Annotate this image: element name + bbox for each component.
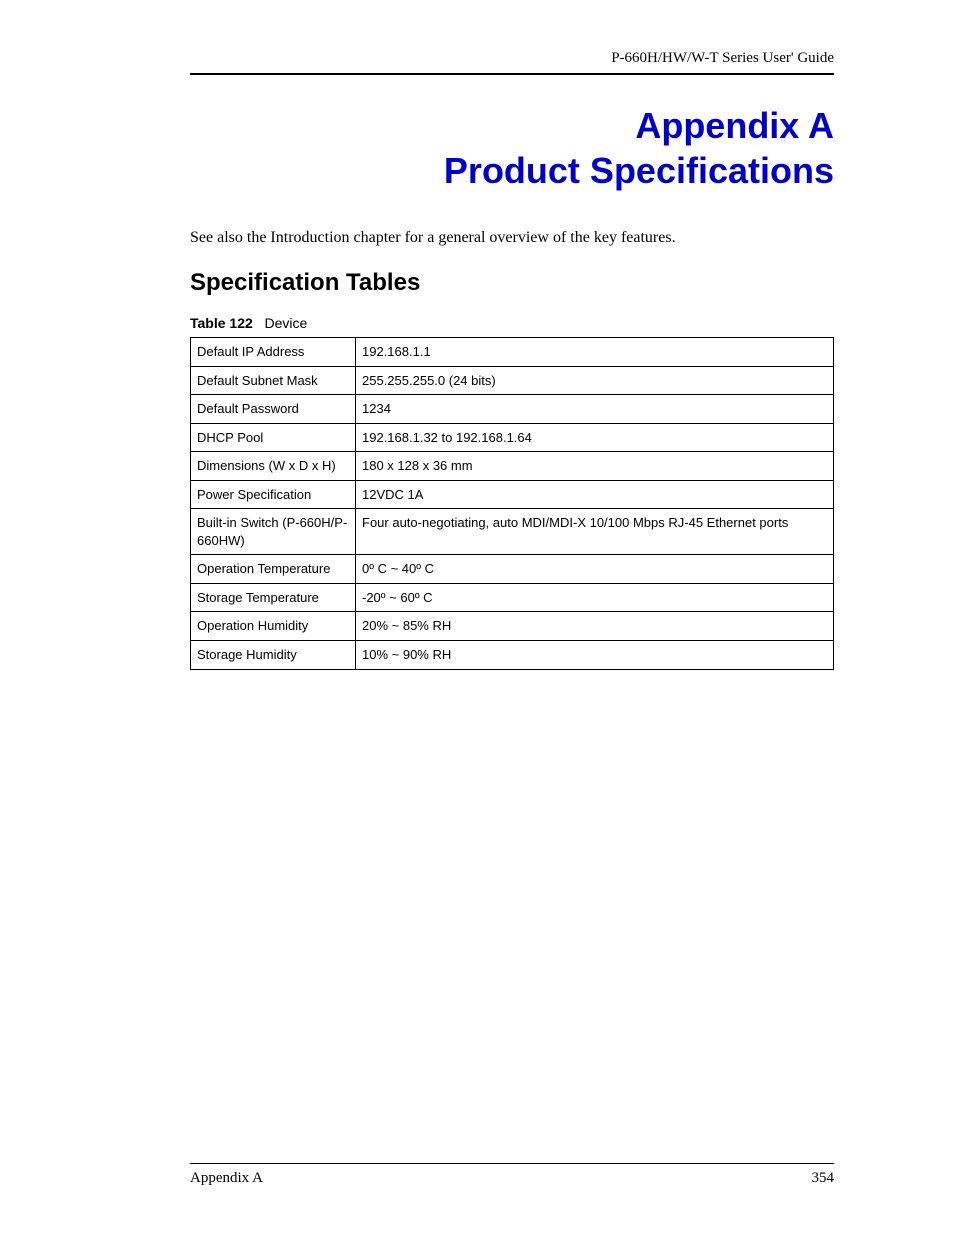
spec-table: Default IP Address 192.168.1.1 Default S… (190, 337, 834, 670)
spec-value: 20% ~ 85% RH (356, 612, 834, 641)
table-row: DHCP Pool 192.168.1.32 to 192.168.1.64 (191, 423, 834, 452)
table-row: Power Specification 12VDC 1A (191, 480, 834, 509)
table-caption-text: Device (264, 315, 307, 331)
spec-label: Operation Humidity (191, 612, 356, 641)
spec-label: Storage Humidity (191, 641, 356, 670)
appendix-title-line1: Appendix A (190, 103, 834, 148)
table-row: Operation Temperature 0º C ~ 40º C (191, 555, 834, 584)
spec-label: Default Password (191, 395, 356, 424)
page-footer: Appendix A 354 (190, 1163, 834, 1235)
spec-table-body: Default IP Address 192.168.1.1 Default S… (191, 338, 834, 670)
footer-right: 354 (812, 1170, 835, 1187)
table-caption: Table 122 Device (190, 315, 834, 331)
spec-label: Dimensions (W x D x H) (191, 452, 356, 481)
table-caption-label: Table 122 (190, 315, 253, 331)
spec-value: 192.168.1.32 to 192.168.1.64 (356, 423, 834, 452)
table-row: Default Password 1234 (191, 395, 834, 424)
spec-value: 12VDC 1A (356, 480, 834, 509)
table-row: Operation Humidity 20% ~ 85% RH (191, 612, 834, 641)
spec-label: Storage Temperature (191, 583, 356, 612)
table-row: Default IP Address 192.168.1.1 (191, 338, 834, 367)
spec-label: Power Specification (191, 480, 356, 509)
spec-label: Default Subnet Mask (191, 366, 356, 395)
spec-value: 255.255.255.0 (24 bits) (356, 366, 834, 395)
table-row: Storage Humidity 10% ~ 90% RH (191, 641, 834, 670)
table-row: Dimensions (W x D x H) 180 x 128 x 36 mm (191, 452, 834, 481)
document-page: P-660H/HW/W-T Series User' Guide Appendi… (0, 0, 954, 1235)
appendix-title-line2: Product Specifications (190, 148, 834, 193)
spec-value: -20º ~ 60º C (356, 583, 834, 612)
spec-label: Default IP Address (191, 338, 356, 367)
spec-label: Operation Temperature (191, 555, 356, 584)
spec-value: 1234 (356, 395, 834, 424)
footer-left: Appendix A (190, 1170, 263, 1187)
spec-value: 180 x 128 x 36 mm (356, 452, 834, 481)
running-title: P-660H/HW/W-T Series User' Guide (611, 50, 834, 66)
table-row: Built-in Switch (P-660H/P-660HW) Four au… (191, 509, 834, 555)
spec-label: DHCP Pool (191, 423, 356, 452)
page-header: P-660H/HW/W-T Series User' Guide (190, 50, 834, 75)
spec-value: 0º C ~ 40º C (356, 555, 834, 584)
title-block: Appendix A Product Specifications (190, 103, 834, 193)
table-row: Default Subnet Mask 255.255.255.0 (24 bi… (191, 366, 834, 395)
spec-label: Built-in Switch (P-660H/P-660HW) (191, 509, 356, 555)
spec-value: 192.168.1.1 (356, 338, 834, 367)
spec-value: Four auto-negotiating, auto MDI/MDI-X 10… (356, 509, 834, 555)
intro-paragraph: See also the Introduction chapter for a … (190, 229, 834, 247)
table-row: Storage Temperature -20º ~ 60º C (191, 583, 834, 612)
spec-value: 10% ~ 90% RH (356, 641, 834, 670)
section-heading: Specification Tables (190, 269, 834, 297)
